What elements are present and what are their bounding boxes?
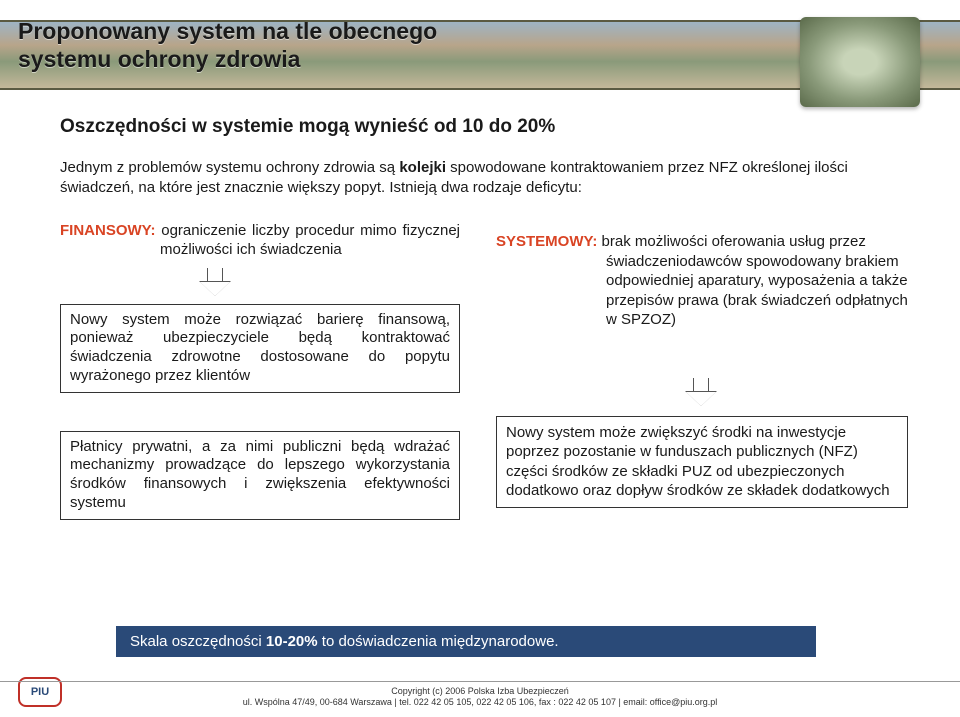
left-box-2: Płatnicy prywatni, a za nimi publiczni b… xyxy=(60,431,460,520)
slide-subtitle: Oszczędności w systemie mogą wynieść od … xyxy=(60,116,555,138)
left-column: FINANSOWY: ograniczenie liczby procedur … xyxy=(60,222,460,532)
arrow-down-icon xyxy=(200,268,230,296)
title-line1: Proponowany system na tle obecnego xyxy=(18,18,437,44)
bottom-highlight-bar: Skala oszczędności 10-20% to doświadczen… xyxy=(116,626,816,657)
bottom-post: to doświadczenia międzynarodowe. xyxy=(318,633,559,650)
finansowy-block: FINANSOWY: ograniczenie liczby procedur … xyxy=(60,222,460,260)
right-box: Nowy system może zwiększyć środki na inw… xyxy=(496,416,908,508)
right-column: SYSTEMOWY: brak możliwości oferowania us… xyxy=(496,232,908,508)
intro-pre: Jednym z problemów systemu ochrony zdrow… xyxy=(60,159,399,176)
slide-title: Proponowany system na tle obecnego syste… xyxy=(18,18,437,73)
bottom-pct: 10-20% xyxy=(266,633,318,650)
bottom-pre: Skala oszczędności xyxy=(130,633,266,650)
intro-bold: kolejki xyxy=(399,159,446,176)
footer-line2: ul. Wspólna 47/49, 00-684 Warszawa | tel… xyxy=(0,697,960,709)
footer-line1: Copyright (c) 2006 Polska Izba Ubezpiecz… xyxy=(0,686,960,698)
systemowy-desc: brak możliwości oferowania usług przez ś… xyxy=(597,233,907,328)
arrow-down-icon xyxy=(686,378,716,406)
finansowy-desc: ograniczenie liczby procedur mimo fizycz… xyxy=(156,222,460,258)
systemowy-label: SYSTEMOWY: xyxy=(496,233,597,250)
intro-paragraph: Jednym z problemów systemu ochrony zdrow… xyxy=(60,158,900,199)
left-box-1: Nowy system może rozwiązać barierę finan… xyxy=(60,304,460,393)
systemowy-block: SYSTEMOWY: brak możliwości oferowania us… xyxy=(496,232,908,330)
footer: Copyright (c) 2006 Polska Izba Ubezpiecz… xyxy=(0,681,960,709)
finansowy-label: FINANSOWY: xyxy=(60,222,156,239)
title-line2: systemu ochrony zdrowia xyxy=(18,46,300,72)
